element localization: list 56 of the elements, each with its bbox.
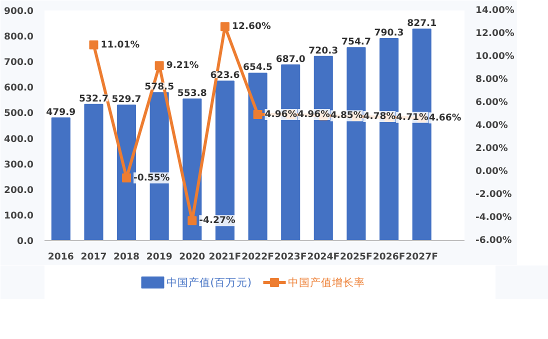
x-tick-label: 2017: [80, 252, 107, 262]
data-label: 4.71%: [396, 112, 430, 123]
data-label: -4.27%: [199, 215, 236, 226]
y-tick-label: 100.0: [4, 210, 34, 222]
data-label: 4.96%: [298, 108, 331, 120]
x-tick-label: 2020: [179, 252, 206, 262]
legend-label: 中国产值(百万元): [166, 276, 252, 289]
y-tick-label: 200.0: [4, 184, 34, 196]
data-label: 529.7: [112, 94, 142, 106]
data-label: 754.7: [341, 36, 371, 48]
data-label: 687.0: [276, 54, 306, 65]
y2-tick-label: 12.00%: [476, 28, 516, 39]
data-label: 553.8: [177, 88, 207, 99]
y2-tick-label: 0.00%: [476, 166, 509, 177]
x-tick-label: 2027F: [406, 252, 438, 262]
data-label: 9.21%: [166, 60, 200, 72]
x-tick-label: 2024F: [307, 252, 340, 262]
x-tick-label: 2016: [48, 252, 74, 262]
data-label: 827.1: [407, 18, 437, 30]
x-tick-label: 2023F: [274, 252, 307, 262]
x-tick-label: 2026F: [372, 252, 406, 262]
y-tick-label: 800.0: [4, 32, 34, 43]
data-label: 720.3: [308, 45, 338, 56]
data-label: 578.5: [144, 82, 174, 93]
data-label: 4.66%: [428, 112, 462, 124]
data-label: 4.96%: [264, 108, 298, 120]
x-tick-label: 2022F: [242, 252, 274, 262]
y2-tick-label: -2.00%: [476, 189, 512, 200]
data-label: 654.5: [243, 62, 273, 74]
y-tick-label: 700.0: [4, 57, 34, 68]
y2-tick-label: 4.00%: [476, 120, 509, 131]
x-tick-label: 2019: [146, 252, 172, 262]
y-tick-label: 300.0: [4, 159, 34, 170]
y-tick-label: 500.0: [4, 108, 34, 120]
x-tick-label: 2018: [114, 252, 140, 262]
y2-tick-label: -4.00%: [476, 212, 512, 223]
data-label: 532.7: [78, 93, 108, 104]
y2-tick-label: 8.00%: [476, 74, 509, 85]
data-label: 790.3: [374, 28, 404, 39]
y2-tick-label: 14.00%: [476, 5, 516, 16]
y2-tick-label: 6.00%: [476, 97, 509, 108]
y-tick-label: 900.0: [4, 6, 34, 17]
y2-tick-label: 2.00%: [476, 143, 509, 154]
y-tick-label: 400.0: [4, 134, 34, 145]
data-label: 623.6: [210, 70, 240, 82]
data-label: 479.9: [46, 106, 76, 118]
y2-tick-label: -6.00%: [476, 235, 512, 246]
data-label: 12.60%: [232, 21, 272, 32]
y2-tick-label: 10.00%: [476, 51, 516, 62]
y-tick-label: 600.0: [4, 82, 34, 94]
data-label: 11.01%: [100, 39, 140, 50]
data-label: -0.55%: [134, 172, 170, 184]
x-tick-label: 2025F: [340, 252, 372, 262]
x-tick-label: 2021F: [208, 252, 242, 262]
y-tick-label: 0.0: [16, 236, 34, 247]
legend-label: 中国产值增长率: [288, 276, 366, 289]
